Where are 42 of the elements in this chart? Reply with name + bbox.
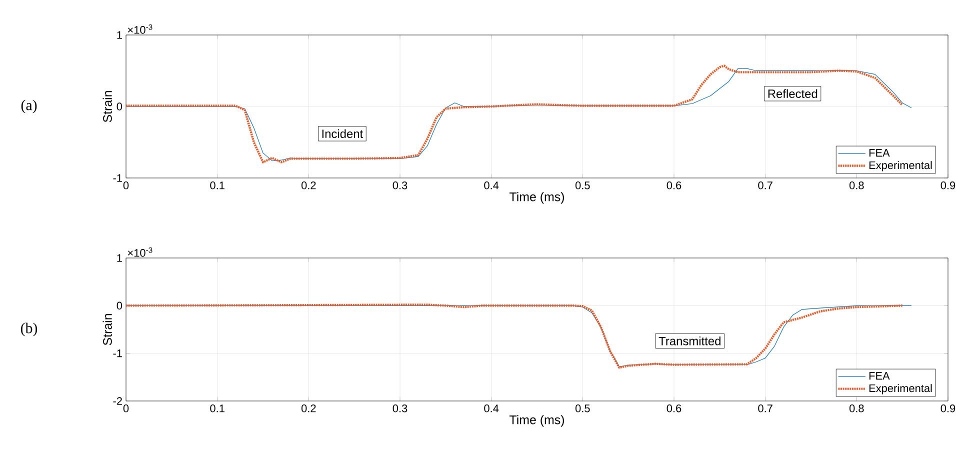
- x-axis-title: Time (ms): [510, 415, 564, 427]
- y-tick-label: 1: [117, 31, 122, 39]
- x-tick-label: 0.1: [210, 404, 224, 412]
- y-tick-label: -1: [113, 174, 122, 182]
- y-tick-label: -2: [113, 397, 122, 405]
- y-tick-label: 0: [116, 302, 122, 310]
- annotation: Transmitted: [658, 336, 720, 346]
- legend-label: Experimental: [869, 161, 932, 172]
- x-tick-label: 0.6: [666, 404, 682, 412]
- y-axis-title: Strain: [102, 91, 112, 122]
- legend-label: FEA: [869, 149, 890, 157]
- x-tick-label: 0.1: [210, 182, 224, 190]
- x-tick-label: 0.8: [849, 182, 864, 190]
- legend-label: FEA: [869, 372, 890, 380]
- y-tick-label: 0: [116, 102, 122, 110]
- x-axis-title: Time (ms): [510, 192, 564, 204]
- y-axis-title: Strain: [102, 314, 112, 346]
- y-tick-label: -1: [113, 350, 122, 358]
- x-tick-label: 0.8: [849, 404, 864, 412]
- x-tick-label: 0.2: [301, 404, 316, 412]
- x-tick-label: 0.7: [758, 404, 772, 412]
- x-tick-label: 0.7: [758, 182, 772, 190]
- x-tick-label: 0.3: [392, 182, 408, 190]
- text: (a): [21, 100, 37, 114]
- x-tick-label: 0: [123, 182, 129, 190]
- text: ×10$^{-3}$: [128, 24, 152, 34]
- text: (b): [20, 322, 38, 336]
- x-tick-label: 0.9: [940, 404, 956, 412]
- x-tick-label: 0.4: [484, 404, 499, 412]
- annotation: Reflected: [768, 89, 818, 98]
- legend-label: Experimental: [869, 384, 932, 394]
- x-tick-label: 0.6: [666, 182, 682, 190]
- x-tick-label: 0.9: [940, 182, 956, 190]
- annotation: Incident: [322, 129, 364, 138]
- x-tick-label: 0.2: [301, 182, 316, 190]
- x-tick-label: 0.5: [575, 182, 590, 190]
- x-tick-label: 0: [123, 404, 129, 412]
- y-tick-label: 1: [117, 254, 122, 262]
- text: ×10$^{-3}$: [128, 247, 152, 257]
- x-tick-label: 0.4: [484, 182, 499, 190]
- x-tick-label: 0.3: [392, 404, 408, 412]
- x-tick-label: 0.5: [575, 404, 590, 412]
